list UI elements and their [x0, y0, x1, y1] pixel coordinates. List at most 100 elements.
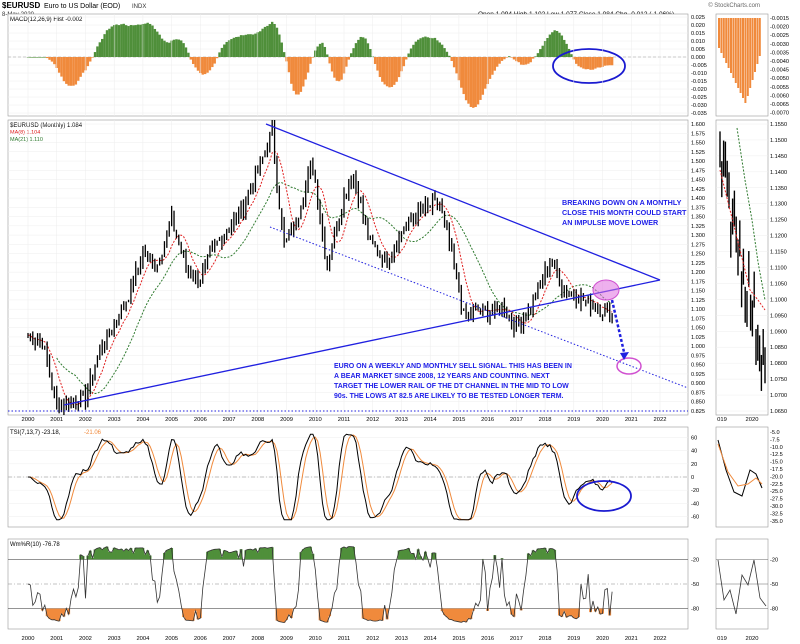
willr-oversold-fill	[458, 609, 461, 622]
macd-bar	[455, 57, 457, 73]
willr-overbought-fill	[266, 548, 269, 559]
macd-bar	[154, 29, 156, 57]
macd-bar	[300, 57, 302, 92]
macd-bar	[472, 57, 474, 108]
macd-bar	[436, 40, 438, 57]
macd-bar	[264, 27, 266, 57]
price-tick-label: 1.600	[691, 122, 705, 128]
macd-axis: 0.0250.0200.0150.0100.0050.000-0.005-0.0…	[691, 15, 707, 117]
macd-inset-bar	[747, 18, 749, 96]
willr-label: Wm%R(10) -76.78	[10, 542, 60, 548]
willr-overbought-fill	[211, 550, 214, 560]
willr-overbought-fill	[120, 549, 123, 559]
macd-bar	[364, 39, 366, 57]
willr-oversold-fill	[462, 609, 465, 622]
inset-tick-label: 1.1400	[770, 170, 787, 176]
macd-bar	[422, 37, 424, 57]
willr-overbought-fill	[230, 552, 233, 559]
willr-oversold-fill	[278, 609, 281, 622]
inset-x-tick-label: 019	[717, 636, 727, 642]
macd-bar	[398, 57, 400, 77]
macd-bar	[127, 26, 129, 57]
macd-bar	[125, 25, 127, 57]
macd-bar	[427, 37, 429, 57]
macd-bar	[197, 57, 199, 71]
inset-tick-label: 1.1100	[770, 266, 787, 272]
willr-tick-label: -50	[691, 582, 699, 588]
willr-oversold-fill	[467, 609, 470, 619]
macd-inset-bar	[742, 18, 744, 98]
inset-tick-label: 1.0850	[770, 345, 787, 351]
macd-bar	[120, 24, 122, 57]
macd-bar	[405, 57, 407, 60]
willr-oversold-fill	[60, 609, 63, 614]
x-tick-label: 2017	[510, 417, 523, 423]
macd-bar	[101, 39, 103, 57]
macd-bar	[202, 57, 204, 75]
macd-bar	[360, 37, 362, 57]
macd-bar	[594, 57, 596, 69]
x-tick-label: 2015	[452, 636, 465, 642]
x-tick-label: 2019	[567, 417, 580, 423]
macd-bar	[48, 57, 50, 60]
macd-bar	[367, 43, 369, 57]
macd-inset-tick-label: -0.0065	[770, 102, 789, 108]
willr-oversold-fill	[197, 609, 200, 620]
willr-overbought-fill	[268, 548, 271, 560]
x-tick-label: 2018	[539, 636, 552, 642]
macd-bar	[245, 35, 247, 57]
price-tick-label: 1.350	[691, 215, 705, 221]
macd-bar	[383, 57, 385, 84]
macd-bar	[410, 48, 412, 57]
macd-bar	[214, 57, 216, 64]
willr-overbought-fill	[402, 550, 405, 559]
macd-bar	[302, 57, 304, 86]
inset-x-tick-label: 2020	[746, 417, 759, 423]
macd-bar	[491, 57, 493, 75]
macd-inset-bar	[749, 18, 751, 88]
macd-tick-label: -0.030	[691, 103, 707, 109]
willr-oversold-fill	[570, 609, 573, 616]
willr-overbought-fill	[307, 547, 310, 559]
current-price-highlight	[593, 280, 619, 300]
macd-bar	[96, 46, 98, 57]
macd-bar	[451, 57, 453, 61]
macd-bar	[376, 57, 378, 71]
ma21-label: MA(21) 1.110	[10, 137, 43, 143]
x-tick-label: 2010	[309, 636, 322, 642]
macd-bar	[582, 57, 584, 69]
tsi-tick-label: 0	[691, 475, 694, 481]
macd-bar	[388, 57, 390, 87]
macd-bar	[348, 57, 350, 60]
price-tick-label: 1.400	[691, 196, 705, 202]
macd-inset-tick-label: -0.0040	[770, 59, 789, 65]
macd-bar	[513, 57, 515, 59]
macd-inset-bar	[740, 18, 742, 93]
macd-bar	[34, 57, 36, 58]
macd-bar	[592, 57, 594, 70]
inset-x-tick-label: 019	[717, 417, 727, 423]
inset-tick-label: 1.1250	[770, 218, 787, 224]
macd-bar	[324, 47, 326, 57]
macd-bar	[546, 38, 548, 57]
price-tick-label: 0.925	[691, 372, 705, 378]
macd-bar	[175, 39, 177, 57]
x-tick-label: 2014	[424, 417, 438, 423]
macd-bar	[158, 35, 160, 57]
willr-overbought-fill	[410, 554, 413, 560]
x-tick-label: 2008	[251, 417, 264, 423]
macd-inset-tick-label: -0.0070	[770, 111, 789, 117]
price-tick-label: 1.150	[691, 289, 705, 295]
macd-bar	[352, 48, 354, 57]
macd-bar	[460, 57, 462, 88]
price-tick-label: 1.175	[691, 279, 705, 285]
macd-bar	[72, 57, 74, 86]
tsi-inset-tick-label: -20.0	[770, 474, 783, 480]
x-tick-label: 2020	[596, 636, 609, 642]
macd-tick-label: 0.000	[691, 55, 705, 61]
macd-bar	[261, 29, 263, 57]
macd-tick-label: -0.020	[691, 87, 707, 93]
macd-bar	[506, 57, 508, 58]
macd-bar	[46, 57, 48, 58]
macd-bar	[467, 57, 469, 104]
